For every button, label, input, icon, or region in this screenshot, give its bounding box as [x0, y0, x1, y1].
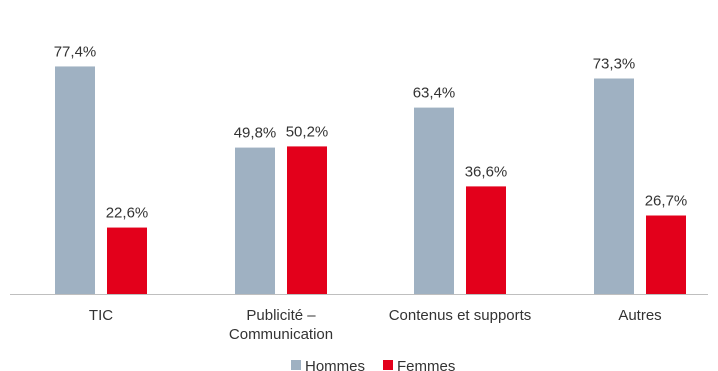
bar-hommes-2	[414, 107, 454, 294]
legend: Hommes Femmes	[291, 358, 455, 371]
bar-hommes-1	[235, 147, 275, 294]
value-label-hommes-3: 73,3%	[593, 55, 636, 72]
legend-swatch-femmes	[383, 360, 393, 370]
bar-femmes-2	[466, 186, 506, 294]
legend-swatch-hommes	[291, 360, 301, 370]
legend-label-hommes: Hommes	[305, 358, 365, 371]
category-label-2: Contenus et supports	[389, 307, 532, 324]
category-label-3: Autres	[618, 307, 661, 324]
value-label-hommes-1: 49,8%	[234, 125, 277, 142]
category-label-1-line-0: Publicité –	[246, 307, 316, 324]
bar-femmes-1	[287, 146, 327, 294]
category-labels-layer: TIC Publicité – Communication Contenus et s…	[89, 307, 662, 343]
value-label-femmes-3: 26,7%	[645, 193, 688, 210]
value-labels-layer: 77,4% 49,8% 63,4% 73,3% 22,6% 50,2% 36,6% 26,7%	[54, 43, 688, 221]
value-label-femmes-2: 36,6%	[465, 163, 508, 180]
legend-label-femmes: Femmes	[397, 358, 455, 371]
value-label-femmes-1: 50,2%	[286, 123, 329, 140]
bar-hommes-0	[55, 66, 95, 294]
value-label-femmes-0: 22,6%	[106, 205, 149, 222]
category-label-1-line-1: Communication	[229, 326, 333, 343]
category-label-0: TIC	[89, 307, 113, 324]
value-label-hommes-0: 77,4%	[54, 43, 97, 60]
bars-layer	[55, 66, 686, 294]
bar-femmes-0	[107, 227, 147, 294]
bar-hommes-3	[594, 78, 634, 294]
value-label-hommes-2: 63,4%	[413, 85, 456, 102]
bar-femmes-3	[646, 215, 686, 294]
